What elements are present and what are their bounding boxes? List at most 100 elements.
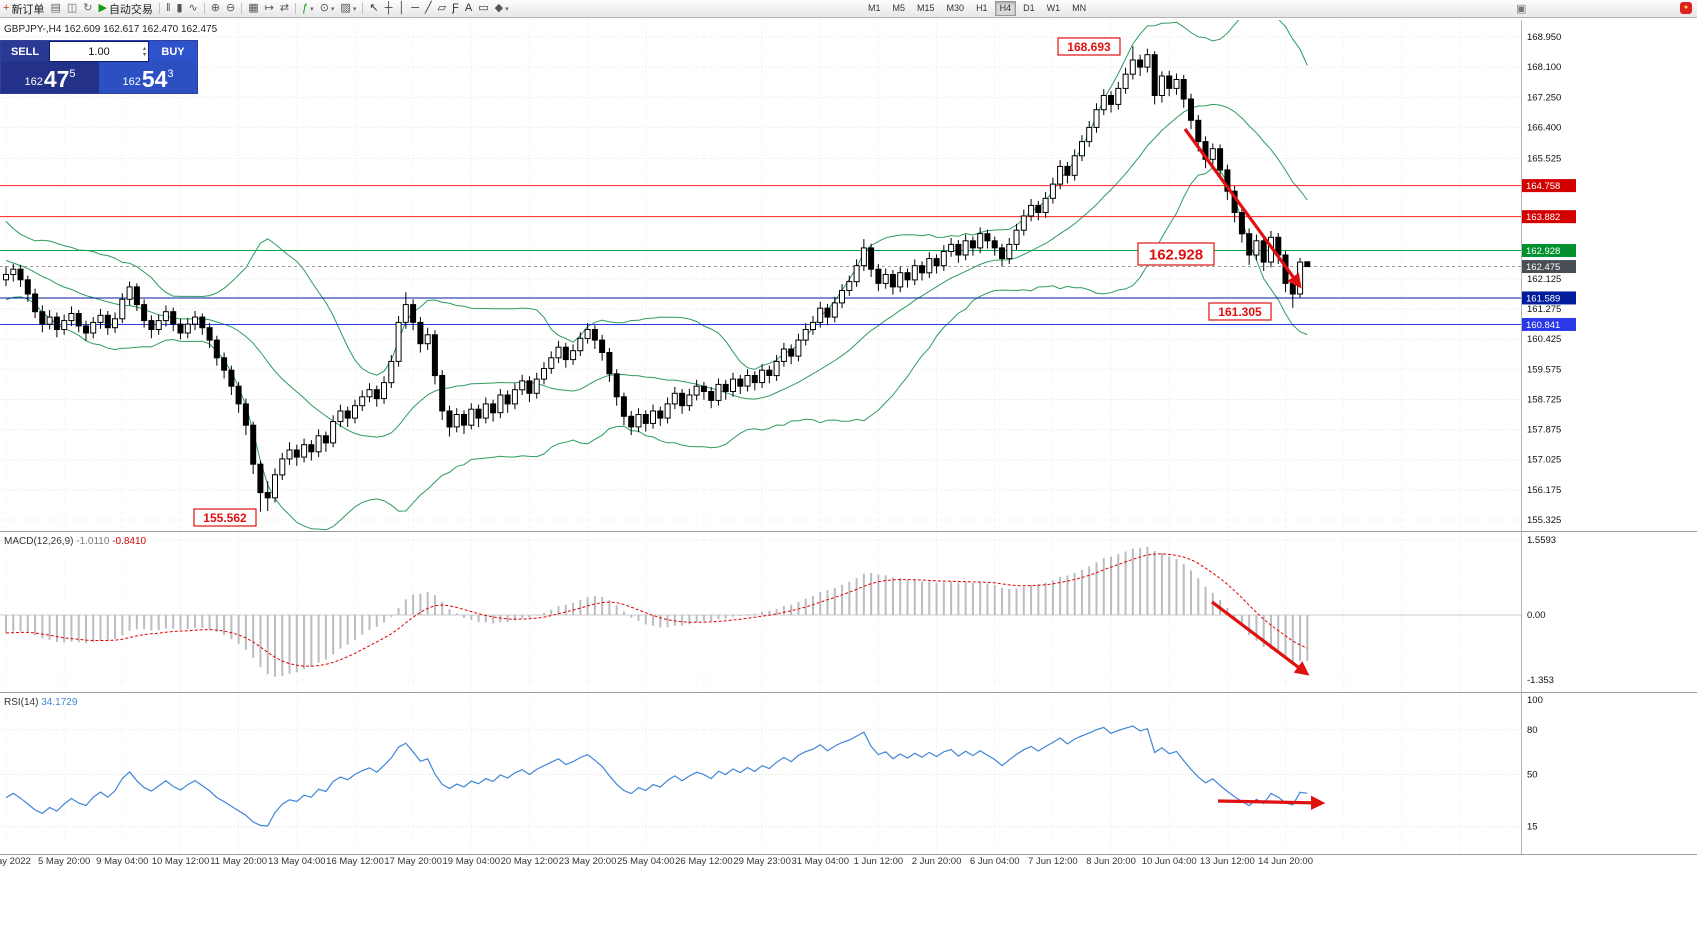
toolbar-separator <box>295 3 297 14</box>
bid-price[interactable]: 162 47 5 <box>1 62 99 93</box>
zoom-out-button[interactable]: ⊖ <box>223 1 238 16</box>
new-order-icon: + <box>3 2 10 14</box>
rsi-line <box>5 725 1308 827</box>
tile-windows-button[interactable]: ▦ <box>245 1 261 16</box>
buy-button[interactable]: BUY <box>149 41 197 62</box>
volume-down-icon[interactable]: ▾ <box>142 51 146 58</box>
autotrading-button[interactable]: ▶ 自动交易 <box>95 1 155 16</box>
chart-shift-button[interactable]: ⇄ <box>277 1 292 16</box>
text-button[interactable]: A <box>462 1 475 16</box>
tf-M15[interactable]: M15 <box>917 3 935 13</box>
candlesticks <box>3 46 1311 512</box>
trend-arrow[interactable] <box>1217 795 1326 811</box>
svg-text:161.305: 161.305 <box>1218 305 1262 319</box>
popout-window-icon[interactable]: ▣ <box>1516 3 1527 15</box>
shapes-button-caret-icon[interactable]: ▾ <box>505 5 509 13</box>
macd-panel <box>0 539 1521 681</box>
vertical-line-icon: │ <box>398 2 406 14</box>
svg-text:20 May 12:00: 20 May 12:00 <box>501 856 559 867</box>
candle-chart-button[interactable]: ▮ <box>173 1 185 16</box>
toolbar-separator <box>158 3 160 14</box>
refresh-button[interactable]: ↻ <box>80 1 95 16</box>
svg-text:11 May 20:00: 11 May 20:00 <box>210 856 267 867</box>
chart-ohlc-title: GBPJPY-,H4 162.609 162.617 162.470 162.4… <box>4 24 217 35</box>
tf-W1[interactable]: W1 <box>1046 3 1061 13</box>
rsi-label: RSI(14) 34.1729 <box>4 697 78 708</box>
svg-text:157.875: 157.875 <box>1527 425 1561 436</box>
indicators-button[interactable]: ƒ ▾ <box>299 1 317 16</box>
cursor-button[interactable]: ↖ <box>366 1 381 16</box>
svg-text:10 May 12:00: 10 May 12:00 <box>152 856 210 867</box>
horizontal-line-button[interactable]: ─ <box>408 1 422 16</box>
auto-scroll-icon: ↦ <box>264 2 274 14</box>
zoom-in-icon: ⊕ <box>210 2 220 14</box>
bar-chart-button[interactable]: ‖ <box>163 1 174 16</box>
tf-M30[interactable]: M30 <box>946 3 965 13</box>
trade-panel-prices: 162 47 5 162 54 3 <box>1 62 197 93</box>
panel-separators[interactable] <box>0 531 1697 855</box>
price-label-162.475: 162.475 <box>1522 260 1576 274</box>
label-button[interactable]: ▭ <box>475 1 491 16</box>
svg-text:4 May 2022: 4 May 2022 <box>0 856 31 867</box>
tf-MN[interactable]: MN <box>1072 3 1087 13</box>
channel-button[interactable]: ▱ <box>435 1 449 16</box>
vertical-line-button[interactable]: │ <box>395 1 408 16</box>
horizontal-price-lines <box>0 185 1521 325</box>
price-annotation[interactable]: 155.562 <box>193 508 257 527</box>
svg-text:15: 15 <box>1527 822 1538 833</box>
charts-button[interactable]: ▤ <box>47 1 63 16</box>
svg-text:166.400: 166.400 <box>1527 122 1561 133</box>
toolbar-separator <box>362 3 364 14</box>
toolbar-separator <box>241 3 243 14</box>
ask-price[interactable]: 162 54 3 <box>99 62 197 93</box>
time-axis: 4 May 2022 5 May 20:00 9 May 04:00 10 May 1… <box>0 856 1313 867</box>
templates-button-caret-icon[interactable]: ▾ <box>352 5 357 13</box>
new-order-button[interactable]: + 新订单 <box>0 1 47 16</box>
indicator-labels: MACD(12,26,9) -1.0110 -0.8410 RSI(14) 34.… <box>4 536 147 708</box>
templates-button[interactable]: ▨ ▾ <box>337 1 359 16</box>
line-chart-button[interactable]: ∿ <box>186 1 201 16</box>
tf-D1[interactable]: D1 <box>1023 3 1035 13</box>
refresh-icon: ↻ <box>83 2 93 14</box>
trendline-button[interactable]: ╱ <box>422 1 435 16</box>
fibonacci-button[interactable]: Ƒ <box>449 1 462 16</box>
shapes-button[interactable]: ◆ ▾ <box>492 1 512 16</box>
periods-icon: ⊙ <box>319 2 329 14</box>
periods-button[interactable]: ⊙ ▾ <box>317 1 338 16</box>
autotrading-button-label: 自动交易 <box>108 3 153 16</box>
tf-H1[interactable]: H1 <box>976 3 988 13</box>
tf-M1[interactable]: M1 <box>868 3 881 13</box>
price-annotation[interactable]: 162.928 <box>1137 242 1215 266</box>
auto-scroll-button[interactable]: ↦ <box>262 1 277 16</box>
svg-text:163.882: 163.882 <box>1526 212 1560 223</box>
svg-text:19 May 04:00: 19 May 04:00 <box>442 856 500 867</box>
svg-text:13 Jun 12:00: 13 Jun 12:00 <box>1200 856 1255 867</box>
volume-up-icon[interactable]: ▴ <box>142 45 146 52</box>
price-annotation[interactable]: 168.693 <box>1057 37 1121 56</box>
svg-text:5 May 20:00: 5 May 20:00 <box>38 856 90 867</box>
profiles-button[interactable]: ◫ <box>64 1 80 16</box>
one-click-trading-panel: SELL 1.00 ▴ ▾ BUY 162 47 5 162 54 3 <box>0 40 198 94</box>
tf-H4[interactable]: H4 <box>994 1 1017 16</box>
shapes-icon: ◆ <box>494 2 504 14</box>
new-order-button-label: 新订单 <box>11 3 45 16</box>
bid-big-digits: 47 <box>43 66 70 92</box>
zoom-in-button[interactable]: ⊕ <box>208 1 223 16</box>
trend-arrow[interactable] <box>1211 600 1310 676</box>
macd-label: MACD(12,26,9) -1.0110 -0.8410 <box>4 536 147 547</box>
svg-text:160.841: 160.841 <box>1526 320 1560 331</box>
tf-M5[interactable]: M5 <box>892 3 906 13</box>
indicators-button-caret-icon[interactable]: ▾ <box>310 5 314 13</box>
svg-text:13 May 04:00: 13 May 04:00 <box>268 856 326 867</box>
volume-input[interactable]: 1.00 ▴ ▾ <box>50 42 148 61</box>
periods-button-caret-icon[interactable]: ▾ <box>330 5 335 13</box>
crosshair-button[interactable]: ┼ <box>382 1 396 16</box>
sell-button[interactable]: SELL <box>1 41 49 62</box>
price-label-160.841: 160.841 <box>1522 317 1576 331</box>
record-badge-icon[interactable]: ● <box>1680 2 1692 14</box>
price-axis: 168.950 168.100 167.250 166.400 165.525 162.1… <box>1527 32 1561 833</box>
trend-arrow[interactable] <box>1183 128 1302 289</box>
price-annotation[interactable]: 161.305 <box>1208 302 1272 321</box>
svg-text:80: 80 <box>1527 725 1538 736</box>
